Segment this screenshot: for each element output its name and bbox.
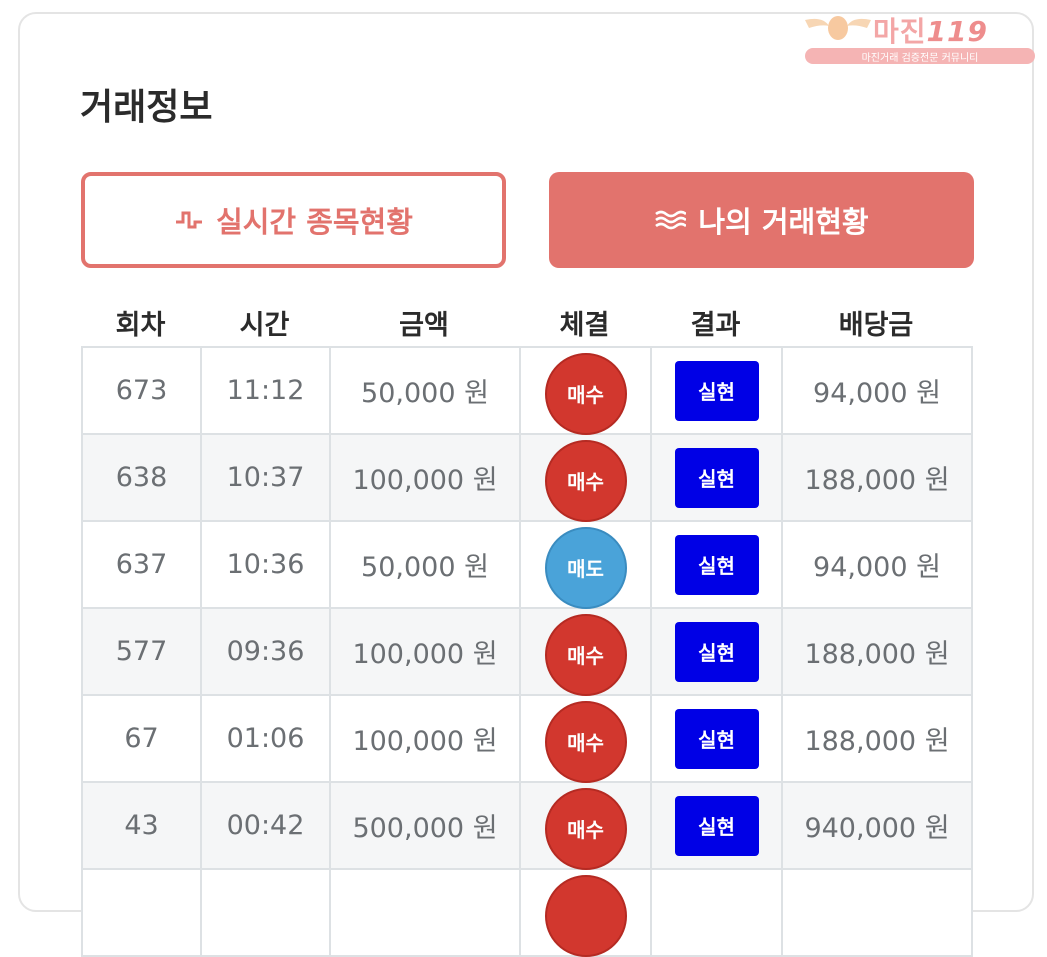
cell-result: 실현	[652, 609, 783, 694]
trade-sell-badge: 매도	[544, 526, 627, 609]
trade-buy-badge: 매수	[544, 439, 627, 522]
cell-time: 11:12	[202, 348, 331, 433]
cell-round: 673	[83, 348, 202, 433]
table-row: 43 00:42 500,000 원 매수 실현 940,000 원	[83, 783, 973, 870]
cell-payout: 940,000 원	[783, 783, 973, 868]
table-row	[83, 870, 973, 957]
cell-time: 09:36	[202, 609, 331, 694]
tab-realtime-status[interactable]: 실시간 종목현황	[81, 172, 506, 268]
cell-round: 637	[83, 522, 202, 607]
tab-my-trades[interactable]: 나의 거래현황	[549, 172, 974, 268]
column-header-trade: 체결	[559, 309, 610, 341]
table-header: 회차 시간 금액 체결 결과 배당금	[81, 300, 973, 344]
cell-time: 00:42	[202, 783, 331, 868]
cell-result: 실현	[652, 696, 783, 781]
column-header-round: 회차	[115, 309, 166, 341]
watermark-brand: 마진119	[873, 15, 988, 48]
pulse-icon	[174, 208, 204, 232]
result-badge: 실현	[674, 708, 759, 769]
cell-round: 577	[83, 609, 202, 694]
cell-result: 실현	[652, 783, 783, 868]
cell-trade: 매수	[521, 783, 652, 870]
cell-result: 실현	[652, 435, 783, 520]
cell-trade: 매수	[521, 435, 652, 522]
column-header-result: 결과	[690, 309, 741, 341]
tab-label: 나의 거래현황	[698, 205, 869, 239]
table-row: 638 10:37 100,000 원 매수 실현 188,000 원	[83, 435, 973, 522]
result-badge: 실현	[674, 360, 759, 421]
cell-round: 43	[83, 783, 202, 868]
result-badge: 실현	[674, 447, 759, 508]
result-badge: 실현	[674, 534, 759, 595]
cell-payout: 188,000 원	[783, 696, 973, 781]
trade-buy-badge: 매수	[544, 700, 627, 783]
table-row: 673 11:12 50,000 원 매수 실현 94,000 원	[83, 346, 973, 435]
cell-round: 67	[83, 696, 202, 781]
tab-label: 실시간 종목현황	[216, 205, 413, 239]
cell-amount: 100,000 원	[331, 435, 521, 520]
cell-trade: 매수	[521, 696, 652, 783]
table-row: 577 09:36 100,000 원 매수 실현 188,000 원	[83, 609, 973, 696]
trade-table-body: 673 11:12 50,000 원 매수 실현 94,000 원 638 10:37 100,…	[81, 346, 973, 957]
page-title: 거래정보	[80, 87, 213, 128]
cell-time: 01:06	[202, 696, 331, 781]
result-badge: 실현	[674, 621, 759, 682]
trade-buy-badge: 매수	[544, 787, 627, 870]
cell-trade: 매수	[521, 609, 652, 696]
cell-payout: 188,000 원	[783, 435, 973, 520]
cell-payout: 94,000 원	[783, 348, 973, 433]
cell-amount: 100,000 원	[331, 696, 521, 781]
table-row: 67 01:06 100,000 원 매수 실현 188,000 원	[83, 696, 973, 783]
table-row: 637 10:36 50,000 원 매도 실현 94,000 원	[83, 522, 973, 609]
waves-icon	[654, 209, 687, 231]
result-badge: 실현	[674, 795, 759, 856]
cell-payout: 94,000 원	[783, 522, 973, 607]
cell-trade: 매수	[521, 348, 652, 435]
cell-time: 10:36	[202, 522, 331, 607]
column-header-time: 시간	[239, 309, 290, 341]
cell-payout: 188,000 원	[783, 609, 973, 694]
cell-amount: 100,000 원	[331, 609, 521, 694]
cell-round: 638	[83, 435, 202, 520]
cell-time: 10:37	[202, 435, 331, 520]
cell-result: 실현	[652, 348, 783, 433]
watermark-tagline: 마진거래 검증전문 커뮤니티	[805, 48, 1035, 64]
trade-buy-badge: 매수	[544, 352, 627, 435]
watermark-logo: 마진119 마진거래 검증전문 커뮤니티	[803, 8, 1037, 64]
eagle-emblem-icon	[805, 16, 871, 40]
cell-amount: 50,000 원	[331, 348, 521, 433]
cell-result: 실현	[652, 522, 783, 607]
column-header-payout: 배당금	[838, 309, 914, 341]
trade-buy-badge	[544, 874, 627, 957]
column-header-amount: 금액	[399, 309, 449, 341]
cell-trade: 매도	[521, 522, 652, 609]
cell-amount: 50,000 원	[331, 522, 521, 607]
cell-amount: 500,000 원	[331, 783, 521, 868]
trade-buy-badge: 매수	[544, 613, 627, 696]
